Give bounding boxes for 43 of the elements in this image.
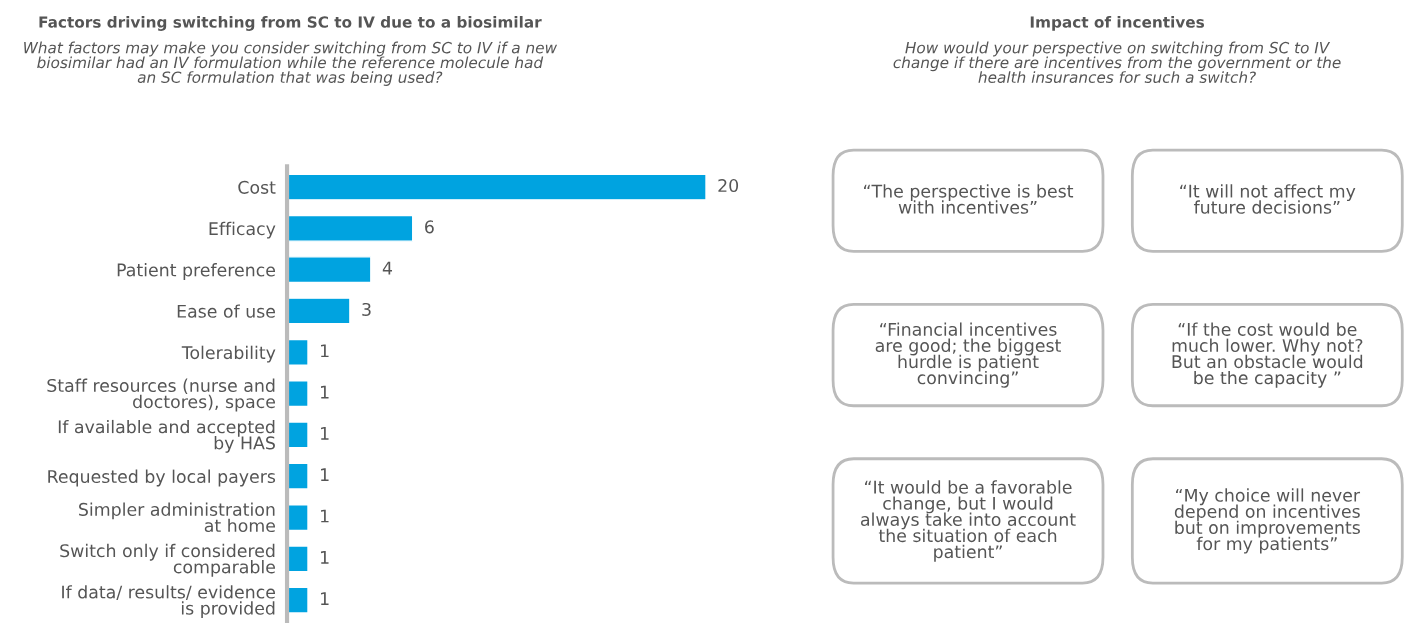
bar [287, 214, 414, 242]
bar [287, 504, 309, 532]
bar [287, 256, 372, 284]
bar [287, 173, 707, 201]
text: “It will not affect my future decisions” [1180, 184, 1356, 214]
bar [287, 338, 309, 366]
text: “If the cost would be much lower. Why not? But an obstacle would be the capacity ” [1172, 322, 1363, 388]
data-label: 3 [362, 302, 371, 317]
text: “My choice will never depend on incentives but on improvements for my patients” [1174, 488, 1361, 554]
y-tick-label: Efficacy [209, 221, 276, 239]
y-tick-label: Tolerability [181, 345, 276, 363]
text: “It would be a favorable change, but I would always take into account the situation of each patient” [860, 480, 1076, 562]
bar [287, 421, 309, 449]
data-label: 1 [321, 468, 329, 482]
y-tick-label: Switch only if considered comparable [60, 543, 275, 577]
text: How would your perspective on switching from SC to IV change if there are incentives from the government or the health insurances for such a switch? [893, 41, 1341, 83]
bar [287, 462, 309, 490]
chart-subtitle: What factors may make you consider switching from SC to IV if a new biosimilar had an IV formulation while the reference molecule had an SC formulation that was being used? [24, 41, 558, 86]
text: “The perspective is best with incentives” [864, 184, 1074, 214]
data-label: 4 [382, 261, 393, 275]
bar [287, 297, 351, 325]
data-label: 1 [321, 385, 329, 399]
data-label: 1 [321, 550, 329, 564]
y-tick-label: Patient preference [117, 263, 276, 280]
chart-title: Factors driving switching from SC to IV due to a biosimilar [39, 16, 542, 31]
y-tick-label: Simpler administration at home [79, 502, 276, 533]
text: Impact of incentives [1030, 16, 1205, 31]
text: “Financial incentives are good; the biggest hurdle is patient convincing” [875, 322, 1061, 388]
y-tick-label: Ease of use [177, 304, 276, 318]
bar [287, 380, 309, 408]
y-tick-label: Cost [238, 180, 276, 194]
data-label: 1 [321, 592, 329, 605]
data-label: 20 [718, 178, 739, 193]
y-tick-label: If data/ results/ evidence is provided [62, 585, 276, 619]
data-label: 1 [321, 427, 329, 440]
data-label: 1 [321, 344, 329, 358]
y-tick-label: Staff resources (nurse and doctores), space [47, 378, 275, 412]
bar [287, 545, 309, 573]
y-tick-label: Requested by local payers [48, 469, 276, 487]
bar [287, 586, 309, 614]
data-label: 6 [425, 220, 434, 234]
y-tick-label: If available and accepted by HAS [58, 419, 275, 453]
data-label: 1 [321, 509, 329, 523]
